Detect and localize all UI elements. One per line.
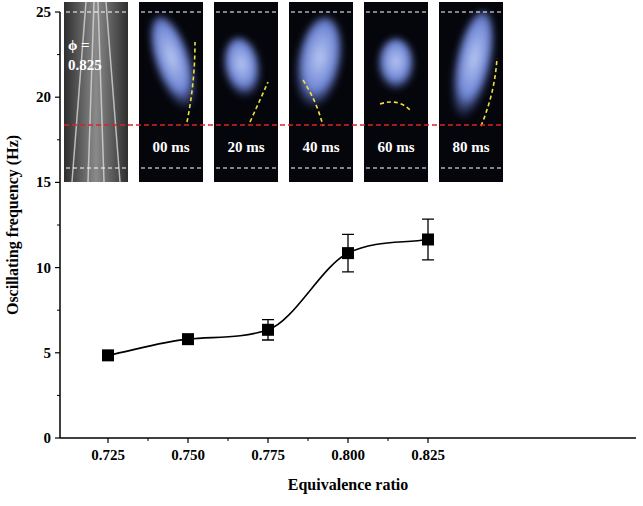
y-tick-label: 10 (36, 260, 51, 276)
y-tick (55, 267, 60, 268)
y-tick (55, 97, 60, 98)
photo-background (439, 2, 503, 182)
reference-line (66, 167, 126, 168)
x-tick (347, 438, 348, 443)
x-axis-title: Equivalence ratio (288, 476, 408, 494)
plot-area (102, 219, 434, 361)
error-bar (262, 320, 274, 340)
flame (219, 34, 265, 99)
x-tick (187, 438, 188, 443)
y-minor-tick (57, 54, 60, 55)
y-tick (55, 437, 60, 438)
reference-line (141, 11, 201, 12)
inset: ϕ = 0.825 00 ms 20 ms 40 ms 60 ms 80 ms (64, 2, 503, 182)
x-tick-label: 0.825 (411, 447, 445, 463)
y-tick-label: 0 (44, 430, 52, 446)
flame (289, 13, 348, 111)
x-tick (427, 438, 428, 443)
inset-panel: 40 ms (289, 2, 353, 182)
flame-front (303, 80, 323, 126)
x-tick-label: 0.725 (91, 447, 125, 463)
x-minor-tick (228, 438, 229, 441)
annotation-line: ϕ = (68, 37, 90, 53)
chart: ϕ = 0.825 00 ms 20 ms 40 ms 60 ms 80 ms 0 5 10 15 2… (0, 0, 643, 506)
y-tick-label: 25 (36, 4, 51, 20)
flame (378, 38, 414, 90)
reference-line (366, 11, 426, 12)
inset-panel: 80 ms (439, 2, 503, 182)
annotation: 60 ms (377, 139, 414, 155)
y-axis-title: Oscillating frequency (Hz) (4, 135, 22, 315)
y-tick-label: 5 (44, 345, 52, 361)
x-tick-label: 0.800 (331, 447, 365, 463)
y-minor-tick (57, 139, 60, 140)
annotation: ϕ = 0.825 (68, 37, 102, 73)
flame-front (481, 58, 497, 126)
reference-line (141, 167, 201, 168)
inset-panel: ϕ = 0.825 (64, 2, 128, 182)
photo-background (289, 2, 353, 182)
annotation: 20 ms (227, 139, 264, 155)
error-bar (422, 219, 434, 260)
y-tick (55, 11, 60, 12)
y-minor-tick (57, 310, 60, 311)
annotation-line: 0.825 (68, 57, 102, 73)
photo-background (364, 2, 428, 182)
data-point (102, 349, 114, 361)
inset-panel: 00 ms (139, 2, 205, 182)
y-tick (55, 182, 60, 183)
y-minor-tick (57, 225, 60, 226)
reference-line (441, 11, 501, 12)
series-line (108, 239, 428, 355)
data-point (262, 324, 274, 336)
x-minor-tick (388, 438, 389, 441)
photo-background (214, 2, 278, 182)
y-tick-label: 15 (36, 174, 51, 190)
annotation: 00 ms (152, 139, 189, 155)
inset-panel: 60 ms (364, 2, 428, 182)
x-minor-tick (308, 438, 309, 441)
red-reference-line (64, 124, 503, 126)
flame-front (380, 102, 410, 110)
x-tick (107, 438, 108, 443)
annotation: 80 ms (452, 139, 489, 155)
reference-line (216, 167, 276, 168)
flame (141, 11, 205, 113)
reference-line (216, 11, 276, 12)
reference-line (441, 167, 501, 168)
y-tick (55, 352, 60, 353)
reference-line (291, 11, 351, 12)
reference-line (291, 167, 351, 168)
flame-front (187, 42, 195, 122)
x-tick-label: 0.775 (251, 447, 285, 463)
reference-line (66, 11, 126, 12)
x-minor-tick (148, 438, 149, 441)
reference-line (366, 167, 426, 168)
flame-front (250, 82, 268, 122)
axes: 05101520250.7250.7500.7750.8000.825Equiv… (4, 4, 636, 494)
data-point (182, 333, 194, 345)
photo-streaks (72, 2, 120, 182)
x-tick-label: 0.750 (171, 447, 205, 463)
inset-panel: 20 ms (214, 2, 278, 182)
photo-background (64, 2, 128, 182)
flame (444, 7, 502, 120)
y-minor-tick (57, 395, 60, 396)
error-bar (342, 234, 354, 271)
data-point (422, 233, 434, 245)
annotation: 40 ms (302, 139, 339, 155)
data-point (342, 247, 354, 259)
x-tick (267, 438, 268, 443)
y-tick-label: 20 (36, 89, 51, 105)
